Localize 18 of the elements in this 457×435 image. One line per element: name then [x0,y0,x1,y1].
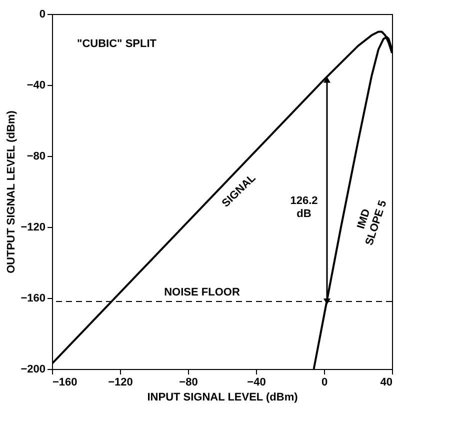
x-tick-label: 0 [321,376,328,388]
x-tick-label: −120 [108,376,133,388]
y-axis-title: OUTPUT SIGNAL LEVEL (dBm) [6,110,18,274]
y-tick-label: −40 [26,80,46,92]
x-tick-label: −40 [247,376,266,388]
y-tick-label: −160 [20,292,46,304]
y-tick-label: −120 [20,222,46,234]
x-tick-label: −80 [179,376,198,388]
annotation: 126.2 dB [290,195,318,220]
annotation: "CUBIC" SPLIT [77,38,157,50]
y-tick-label: −80 [26,150,46,162]
y-tick-label: 0 [39,8,46,20]
y-tick-label: −200 [20,364,46,376]
x-tick-label: 40 [380,376,392,388]
annotation: IMD SLOPE 5 [355,199,390,247]
ref-line-label: NOISE FLOOR [164,286,240,299]
x-tick-label: −160 [52,376,78,388]
x-axis-title: INPUT SIGNAL LEVEL (dBm) [147,392,298,404]
